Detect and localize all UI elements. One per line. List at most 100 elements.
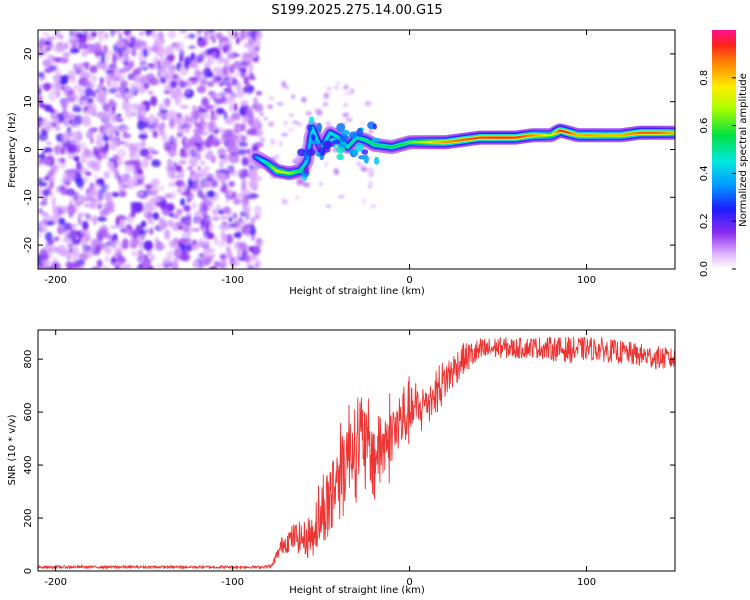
noise-speckle	[209, 116, 218, 121]
noise-speckle	[179, 147, 186, 158]
noise-speckle	[48, 175, 56, 182]
noise-speckle	[42, 124, 53, 130]
noise-speckle	[100, 52, 106, 63]
noise-speckle	[190, 52, 196, 61]
noise-speckle	[45, 186, 52, 193]
noise-speckle	[189, 240, 200, 251]
y-tick-label: 200	[23, 508, 34, 527]
noise-speckle	[176, 99, 181, 107]
noise-speckle	[344, 91, 352, 96]
noise-speckle	[97, 216, 107, 222]
noise-speckle	[38, 83, 45, 90]
noise-speckle	[179, 30, 187, 33]
noise-speckle	[281, 80, 287, 87]
noise-speckle	[276, 102, 284, 106]
noise-speckle	[223, 58, 230, 67]
noise-speckle	[227, 82, 233, 89]
noise-speckle	[259, 136, 266, 142]
noise-speckle	[196, 85, 207, 94]
noise-speckle	[68, 119, 74, 125]
y-tick-label: 600	[23, 403, 34, 422]
colorbar-axes: 0.0 0.2 0.4 0.6 0.8	[699, 70, 736, 277]
noise-speckle	[104, 255, 110, 263]
noise-speckle	[66, 204, 76, 216]
noise-speckle	[192, 228, 200, 232]
noise-speckle	[111, 114, 116, 123]
noise-speckle	[333, 168, 339, 173]
noise-speckle	[182, 226, 189, 233]
noise-speckle	[144, 121, 149, 129]
noise-speckle	[207, 205, 212, 211]
noise-speckle	[154, 37, 162, 48]
noise-speckle	[162, 58, 170, 69]
noise-speckle	[81, 52, 88, 58]
noise-speckle	[167, 54, 175, 62]
noise-speckle	[96, 259, 103, 268]
noise-speckle	[188, 77, 199, 81]
ridge-blob	[338, 142, 347, 148]
noise-speckle	[103, 32, 109, 40]
noise-speckle	[111, 81, 119, 88]
noise-speckle	[243, 255, 250, 262]
noise-speckle	[247, 119, 253, 126]
noise-speckle	[225, 95, 235, 103]
noise-speckle	[110, 73, 115, 78]
noise-speckle	[81, 114, 91, 126]
ridge-blob	[363, 154, 369, 164]
noise-speckle	[133, 75, 140, 83]
snr-frame	[37, 329, 676, 572]
noise-speckle	[240, 60, 250, 68]
noise-speckle	[206, 56, 212, 65]
noise-speckle	[158, 218, 165, 230]
noise-speckle	[241, 135, 247, 142]
noise-speckle	[209, 266, 218, 269]
noise-speckle	[163, 82, 172, 92]
noise-speckle	[123, 174, 131, 179]
noise-speckle	[242, 204, 252, 214]
noise-speckle	[342, 103, 349, 107]
noise-speckle	[97, 154, 102, 161]
noise-speckle	[109, 225, 118, 230]
noise-speckle	[303, 182, 311, 188]
noise-speckle	[194, 122, 202, 128]
noise-speckle	[219, 253, 227, 260]
noise-speckle	[46, 238, 55, 246]
noise-speckle	[106, 54, 110, 63]
noise-speckle	[130, 82, 136, 94]
noise-speckle	[78, 63, 84, 73]
noise-speckle	[346, 117, 353, 122]
noise-speckle	[158, 244, 163, 252]
noise-speckle	[227, 250, 233, 261]
noise-speckle	[143, 48, 148, 58]
noise-speckle	[242, 188, 251, 195]
noise-speckle	[202, 257, 211, 265]
noise-speckle	[209, 223, 215, 232]
noise-speckle	[115, 131, 120, 137]
noise-speckle	[74, 33, 79, 39]
noise-speckle	[238, 247, 243, 258]
noise-speckle	[92, 42, 102, 52]
noise-speckle	[220, 98, 226, 103]
noise-speckle	[194, 67, 200, 78]
noise-speckle	[197, 190, 204, 198]
noise-speckle	[92, 146, 99, 156]
colorbar-tick-label: 0.8	[699, 70, 710, 86]
noise-speckle	[96, 202, 106, 207]
noise-speckle	[122, 133, 132, 139]
ridge-blob	[308, 116, 315, 125]
noise-speckle	[172, 258, 179, 268]
ridge-blob	[315, 152, 321, 157]
noise-speckle	[95, 178, 104, 185]
noise-speckle	[199, 112, 210, 120]
noise-speckle	[50, 58, 55, 65]
noise-speckle	[63, 88, 71, 93]
ridge-blob	[373, 156, 380, 165]
noise-speckle	[82, 244, 91, 253]
noise-speckle	[146, 249, 152, 257]
noise-speckle	[207, 71, 214, 78]
noise-speckle	[120, 125, 131, 131]
noise-speckle	[65, 188, 76, 197]
noise-speckle	[253, 119, 259, 128]
noise-speckle	[370, 204, 377, 208]
noise-speckle	[96, 242, 101, 254]
